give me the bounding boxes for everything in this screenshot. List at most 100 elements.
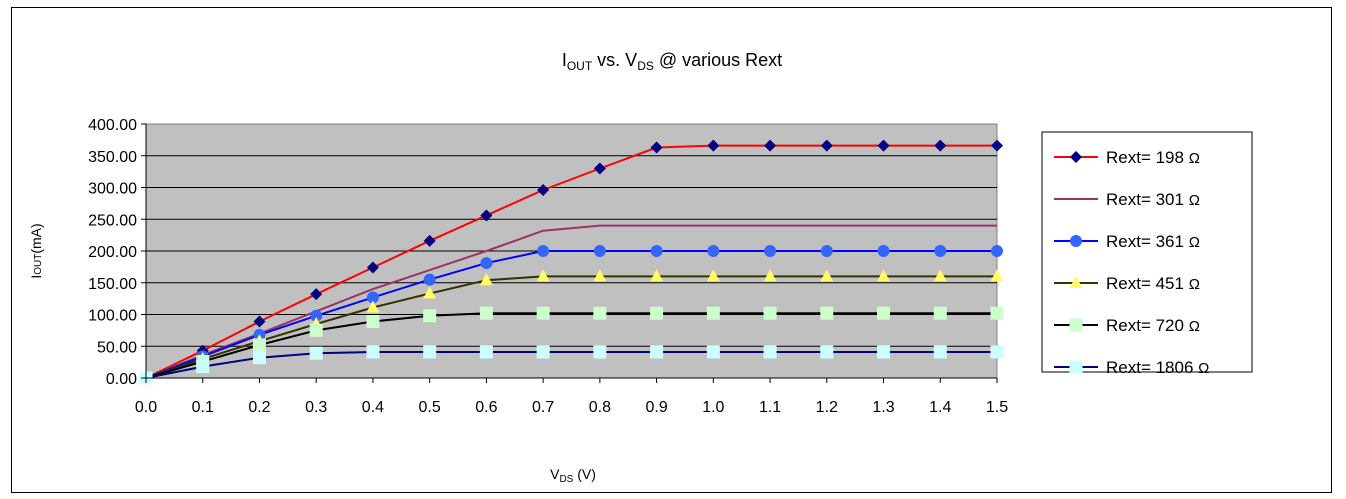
y-tick-label: 200.00 [88,244,137,261]
data-point-series-4 [366,300,380,313]
data-point-series-5 [990,306,1004,320]
legend-label: Rext= 361 Ω [1106,232,1200,251]
legend-swatch-marker [1069,318,1083,332]
data-point-series-6 [309,346,323,360]
chart-svg: IOUT vs. VDS @ various Rext 0.00 50.00 100… [28,50,1253,485]
data-point-series-1 [310,288,323,301]
chart-title: IOUT vs. VDS @ various Rext [562,50,782,73]
plot-area [139,123,1004,385]
data-point-series-6 [706,345,720,359]
y-axis: 0.00 50.00 100.00 150.00 200.00 250.00 300.00 3… [88,117,147,388]
legend-label: Rext= 301 Ω [1106,190,1200,209]
data-point-series-1 [480,209,493,222]
x-tick-label: 1.2 [816,399,838,416]
data-point-series-1 [423,234,436,247]
data-point-series-1 [253,315,266,328]
legend-swatch-marker [1070,151,1082,163]
legend-swatch-marker [1069,360,1083,374]
data-point-series-6 [990,345,1004,359]
x-tick-label: 0.3 [305,399,327,416]
data-point-series-5 [877,306,891,320]
series-line-3 [145,250,997,379]
data-point-series-3 [537,245,550,257]
data-point-series-3 [877,245,890,257]
data-point-series-6 [536,345,550,359]
x-tick-label: 1.5 [986,399,1008,416]
data-point-series-1 [650,141,663,154]
data-point-series-5 [650,306,664,320]
data-point-series-3 [764,245,777,257]
data-point-series-5 [479,306,493,320]
data-point-series-3 [934,245,947,257]
data-point-series-6 [196,360,210,374]
data-point-series-5 [706,306,720,320]
series-line-1 [145,144,997,379]
data-point-series-1 [537,184,550,197]
data-point-series-1 [764,139,777,152]
y-axis-label: IOUT(mA) [28,223,44,278]
y-tick-label: 0.00 [106,371,137,388]
data-point-series-4 [877,269,891,282]
data-point-series-3 [593,245,606,257]
data-point-series-4 [536,269,550,282]
data-point-series-1 [593,162,606,175]
data-point-series-1 [877,139,890,152]
data-point-series-6 [366,345,380,359]
data-point-series-6 [820,345,834,359]
chart-frame: IOUT vs. VDS @ various Rext 0.00 50.00 100… [11,7,1332,493]
data-point-series-5 [536,306,550,320]
grid-lines [146,155,997,347]
legend-label: Rext= 720 Ω [1106,316,1200,335]
series-line-6 [145,351,997,379]
data-point-series-5 [763,306,777,320]
data-point-series-6 [423,345,437,359]
series-line-4 [145,275,997,379]
series-markers [139,139,1004,385]
y-tick-label: 300.00 [88,181,137,198]
data-point-series-3 [991,245,1003,257]
x-tick-label: 1.4 [929,399,951,416]
y-tick-label: 50.00 [97,339,137,356]
data-point-series-5 [366,314,380,328]
data-point-series-5 [252,338,266,352]
data-point-series-4 [650,269,664,282]
x-tick-label: 0.1 [192,399,214,416]
data-point-series-5 [933,306,947,320]
y-tick-label: 250.00 [88,212,137,229]
legend-label: Rext= 1806 Ω [1106,358,1209,377]
x-tick-label: 1.0 [702,399,724,416]
legend-swatch-marker [1069,276,1083,288]
x-axis: 0.0 0.1 0.2 0.3 0.4 0.5 0.6 0.7 0.8 0.9 1.0 1.1 1.2 1… [135,377,1008,416]
x-tick-label: 0.0 [135,399,157,416]
x-tick-label: 0.4 [362,399,384,416]
y-tick-label: 100.00 [88,308,137,325]
data-point-series-1 [991,139,1003,152]
data-point-series-6 [933,345,947,359]
x-tick-label: 0.2 [248,399,270,416]
data-point-series-3 [820,245,833,257]
data-point-series-4 [423,286,437,299]
legend: Rext= 198 Ω Rext= 301 Ω Rext= 361 Ω Rext= 4… [1041,131,1253,377]
x-tick-label: 1.3 [872,399,894,416]
data-point-series-1 [820,139,833,152]
legend-swatch-marker [1070,235,1082,247]
data-point-series-6 [877,345,891,359]
data-point-series-6 [763,345,777,359]
x-tick-label: 0.9 [645,399,667,416]
legend-label: Rext= 451 Ω [1106,274,1200,293]
data-point-series-4 [820,269,834,282]
y-tick-label: 350.00 [88,149,137,166]
data-point-series-4 [990,269,1004,282]
x-tick-label: 1.1 [759,399,781,416]
series-line-2 [145,224,997,379]
x-tick-label: 0.5 [419,399,441,416]
data-point-series-1 [707,139,720,152]
y-tick-label: 400.00 [88,117,137,134]
data-point-series-4 [706,269,720,282]
data-point-series-4 [933,269,947,282]
y-tick-label: 150.00 [88,276,137,293]
data-point-series-6 [593,345,607,359]
series-line-5 [145,312,997,379]
data-point-series-3 [480,257,493,270]
data-point-series-4 [593,269,607,282]
